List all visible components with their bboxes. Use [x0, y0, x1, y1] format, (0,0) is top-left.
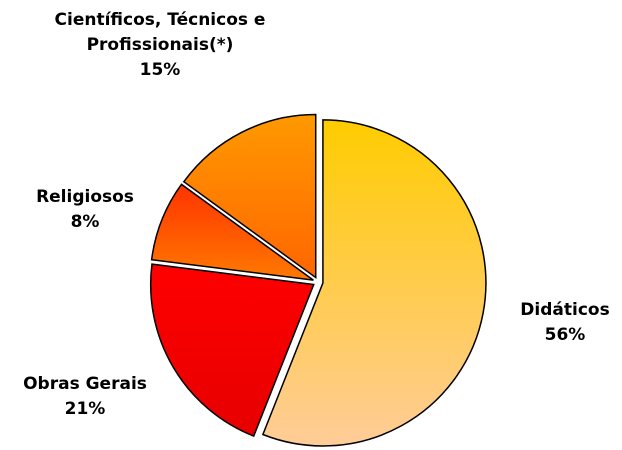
pie-slice	[149, 263, 315, 438]
slice-label: Científicos, Técnicos e Profissionais(*)…	[40, 8, 280, 83]
category-name: Obras Gerais	[23, 374, 147, 394]
category-name: Religiosos	[36, 187, 134, 207]
slice-label: Didáticos 56%	[490, 298, 622, 348]
slice-label: Obras Gerais 21%	[5, 372, 165, 422]
category-name: Didáticos	[520, 300, 610, 320]
percent-label: 15%	[139, 60, 181, 80]
pie-slice	[182, 113, 317, 280]
percent-label: 56%	[544, 325, 586, 345]
pie-slice	[261, 119, 487, 447]
percent-label: 21%	[64, 399, 106, 419]
pie-slice	[150, 183, 314, 281]
percent-label: 8%	[70, 212, 100, 232]
category-name: Científicos, Técnicos e Profissionais(*)	[54, 10, 266, 55]
slice-label: Religiosos 8%	[10, 185, 160, 235]
